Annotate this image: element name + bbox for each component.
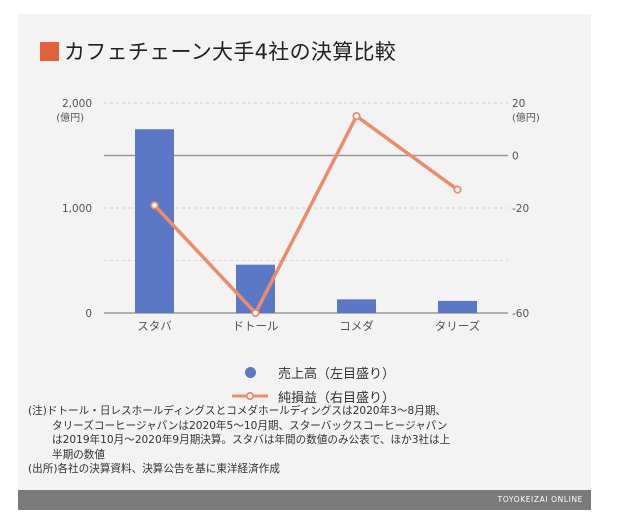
profit-line	[153, 114, 459, 315]
y-left-unit: (億円)	[56, 111, 84, 124]
footer-bar: TOYOKEIZAI ONLINE	[18, 490, 591, 510]
bar-4	[438, 300, 477, 313]
footer-brand: TOYOKEIZAI ONLINE	[497, 495, 583, 504]
profit-point-4	[453, 185, 462, 194]
y-right-tick-label: -60	[512, 308, 529, 320]
y-right-tick-label: -20	[512, 203, 529, 215]
legend: 売上高（左目盛り） 純損益（右目盛り）	[230, 360, 395, 408]
profit-point-2	[251, 308, 260, 318]
legend-item-sales: 売上高（左目盛り）	[230, 360, 395, 384]
y-left-tick-label: 1,000	[62, 203, 92, 215]
footnote-line: タリーズコーヒージャパンは2020年5～10月期、スターバックスコーヒージャパン	[52, 419, 448, 432]
legend-item-profit: 純損益（右目盛り）	[230, 384, 395, 408]
profit-point-1	[150, 201, 159, 210]
title-row: カフェチェーン大手4社の決算比較	[40, 36, 396, 66]
footnote: (注)ドトール・日レスホールディングスとコメダホールディングスは2020年3～8…	[28, 404, 588, 477]
y-left-tick-label: 2,000	[62, 98, 92, 110]
y-right-unit: (億円)	[512, 111, 540, 124]
bar-3	[337, 299, 376, 313]
bars	[135, 129, 477, 313]
legend-label-sales: 売上高（左目盛り）	[278, 366, 396, 382]
line-layer	[150, 112, 462, 318]
x-tick-label: スタバ	[137, 319, 172, 333]
chart-card: カフェチェーン大手4社の決算比較 0 1,000 2,000 (億円) -60 -20 0 2…	[18, 14, 591, 510]
x-tick-label: ドトール	[233, 319, 279, 333]
y-right-tick-label: 20	[512, 98, 525, 110]
source-line: (出所)各社の決算資料、決算公告を基に東洋経済作成	[28, 463, 280, 475]
y-left-tick-label: 0	[85, 308, 92, 320]
legend-label-profit: 純損益（右目盛り）	[278, 390, 396, 406]
chart-title: カフェチェーン大手4社の決算比較	[64, 40, 397, 64]
profit-point-3	[352, 112, 361, 121]
y-right-tick-label: 0	[512, 151, 519, 163]
x-tick-label: タリーズ	[435, 319, 480, 333]
footnote-line: は2019年10月～2020年9月期決算。スタバは年間の数値のみ公表で、ほか3社…	[52, 434, 451, 446]
title-square-icon	[40, 41, 59, 61]
legend-dot-icon	[244, 366, 256, 378]
footnote-line: (注)ドトール・日レスホールディングスとコメダホールディングスは2020年3～8…	[28, 405, 447, 417]
x-tick-label: コメダ	[339, 319, 374, 333]
footnote-line: 半期の数値	[52, 448, 105, 461]
legend-line-icon	[232, 391, 268, 401]
